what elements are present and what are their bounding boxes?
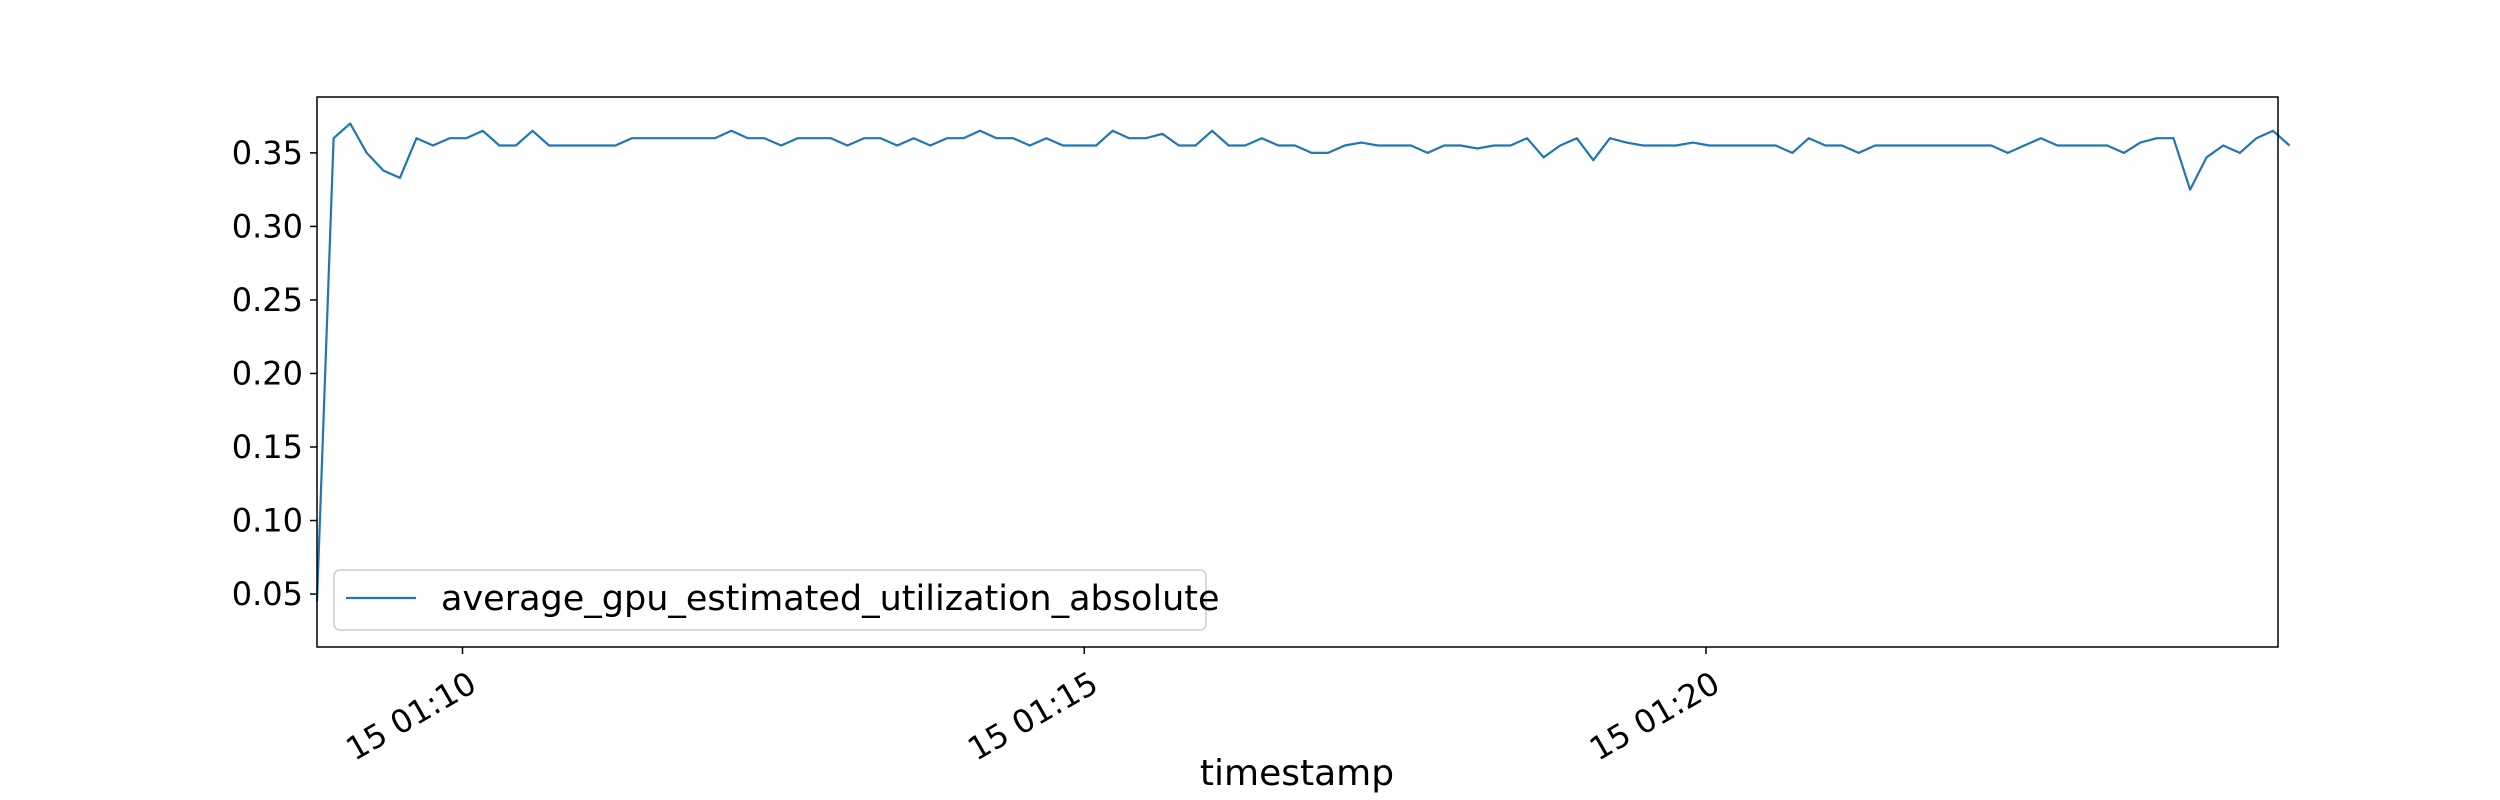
y-tick-label: 0.20 <box>232 354 303 392</box>
y-tick-label: 0.15 <box>232 428 303 466</box>
series-layer <box>315 122 2291 602</box>
legend-box <box>333 569 1207 631</box>
x-tick-label: 15 01:20 <box>1583 664 1726 768</box>
y-tick-label: 0.35 <box>232 134 303 172</box>
y-tick-label: 0.25 <box>232 281 303 319</box>
plot-frame <box>316 96 2279 648</box>
legend: average_gpu_estimated_utilization_absolu… <box>333 569 1220 631</box>
y-tick-label: 0.30 <box>232 207 303 245</box>
x-tick-label: 15 01:15 <box>961 664 1104 768</box>
plot-background <box>317 97 2278 647</box>
y-axis-ticks: 0.05 0.10 0.15 0.20 0.25 0.30 0.35 <box>232 134 317 613</box>
x-axis-ticks: 15 01:10 15 01:15 15 01:20 <box>340 647 1726 768</box>
y-tick-label: 0.10 <box>232 502 303 540</box>
y-tick-label: 0.05 <box>232 575 303 613</box>
x-axis-label: timestamp <box>1200 753 1394 794</box>
series-line <box>315 122 2291 602</box>
legend-entry-label: average_gpu_estimated_utilization_absolu… <box>441 579 1220 619</box>
x-tick-label: 15 01:10 <box>340 664 483 768</box>
